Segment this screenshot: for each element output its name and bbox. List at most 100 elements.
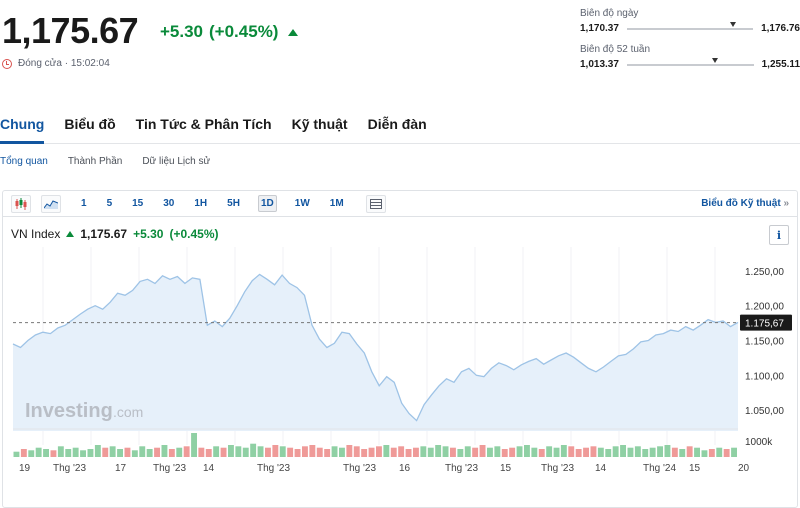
x-tick-label: 16 xyxy=(399,463,411,474)
week52-range: Biên độ 52 tuần 1,013.37 1,255.11 xyxy=(580,44,800,70)
volume-bar xyxy=(649,447,656,457)
area-chart-icon[interactable] xyxy=(41,194,61,213)
candlestick-icon[interactable] xyxy=(11,194,31,213)
price-line xyxy=(12,273,739,422)
legend-value: 1,175.67 xyxy=(80,227,128,241)
volume-bar xyxy=(50,450,57,457)
volume-bar xyxy=(708,449,715,457)
volume-bar xyxy=(20,449,27,457)
x-tick-label: 14 xyxy=(595,463,607,474)
volume-bar xyxy=(538,449,545,457)
investing-watermark-suffix: .com xyxy=(113,404,143,420)
volume-bar xyxy=(457,449,464,457)
volume-bar xyxy=(413,447,419,457)
volume-bar xyxy=(479,445,486,457)
subtab-historical-data[interactable]: Dữ liệu Lịch sử xyxy=(142,156,211,167)
current-price-badge xyxy=(740,314,792,331)
volume-bar xyxy=(420,446,427,457)
volume-bar xyxy=(205,449,212,457)
volume-bar xyxy=(339,447,345,457)
volume-bar xyxy=(80,450,86,457)
chart-panel: 1 5 15 30 1H 5H 1D 1W 1M Biểu đồ Kỹ thuậ… xyxy=(2,190,798,508)
tab-news-analysis[interactable]: Tin Tức & Phân Tích xyxy=(135,116,272,132)
period-15[interactable]: 15 xyxy=(132,198,144,209)
volume-bar xyxy=(43,449,49,457)
change-percent: (+0.45%) xyxy=(209,22,279,41)
tab-chart[interactable]: Biểu đồ xyxy=(64,116,116,132)
volume-bar xyxy=(634,446,641,457)
volume-bar xyxy=(279,446,286,457)
week52-range-bar xyxy=(626,57,754,66)
volume-bar xyxy=(405,449,412,457)
y-tick-label: 1.150,00 xyxy=(745,337,784,348)
volume-bar xyxy=(383,445,390,457)
volume-bar xyxy=(450,447,456,457)
volume-bar xyxy=(94,445,101,457)
volume-bar xyxy=(560,445,567,457)
period-1w[interactable]: 1W xyxy=(294,198,310,209)
x-tick-label: Thg '23 xyxy=(343,463,376,474)
period-1[interactable]: 1 xyxy=(81,198,87,209)
x-tick-label: 20 xyxy=(738,463,750,474)
volume-bar xyxy=(117,449,123,457)
volume-bar xyxy=(376,446,382,457)
chart-legend: VN Index 1,175.67 +5.30 (+0.45%) xyxy=(11,227,218,241)
period-5h[interactable]: 5H xyxy=(227,198,240,209)
tab-forum[interactable]: Diễn đàn xyxy=(367,116,427,132)
table-icon[interactable] xyxy=(365,194,386,213)
x-tick-label: 15 xyxy=(689,463,701,474)
volume-bar xyxy=(694,447,700,457)
volume-bar xyxy=(501,449,508,457)
technical-chart-link[interactable]: Biểu đồ Kỹ thuật » xyxy=(701,198,789,209)
volume-bar xyxy=(235,446,242,457)
volume-bar xyxy=(716,447,723,457)
subtab-summary[interactable]: Tổng quan xyxy=(0,156,48,167)
volume-bar xyxy=(679,449,686,457)
volume-bar xyxy=(627,447,634,457)
day-range-label: Biên độ ngày xyxy=(580,8,639,19)
volume-bar xyxy=(146,449,153,457)
volume-bar xyxy=(442,446,449,457)
period-1m[interactable]: 1M xyxy=(329,198,344,209)
volume-bar xyxy=(353,446,360,457)
volume-bar xyxy=(590,446,597,457)
volume-bar xyxy=(302,446,308,457)
price-area xyxy=(13,274,738,431)
volume-bar xyxy=(331,446,338,457)
volume-bar xyxy=(516,446,523,457)
volume-bar xyxy=(671,447,678,457)
subtab-components[interactable]: Thành Phần xyxy=(67,156,123,167)
volume-bar xyxy=(28,450,35,457)
info-icon[interactable]: i xyxy=(769,225,789,245)
price-chart[interactable]: 1.250,00 1.200,00 1.150,00 1.100,00 1.050,00… xyxy=(3,191,799,508)
x-tick-label: Thg '23 xyxy=(153,463,186,474)
volume-bar xyxy=(731,447,737,457)
volume-bar xyxy=(398,446,405,457)
volume-bar xyxy=(183,446,190,457)
tab-overview[interactable]: Chung xyxy=(0,114,45,144)
volume-bar xyxy=(265,447,271,457)
period-30[interactable]: 30 xyxy=(163,198,175,209)
volume-bar xyxy=(597,447,604,457)
volume-bar xyxy=(102,447,109,457)
legend-change: +5.30 xyxy=(133,227,164,241)
volume-bar xyxy=(575,449,582,457)
volume-bar xyxy=(220,447,227,457)
close-time: Đóng cửa · 15:02:04 xyxy=(18,58,110,69)
index-price: 1,175.67 xyxy=(2,10,139,51)
volume-bar xyxy=(642,449,649,457)
volume-bar xyxy=(316,447,323,457)
week52-range-label: Biên độ 52 tuần xyxy=(580,44,651,55)
volume-bar xyxy=(57,446,64,457)
tab-technical[interactable]: Kỹ thuật xyxy=(291,116,348,132)
x-tick-label: 14 xyxy=(203,463,215,474)
period-1d[interactable]: 1D xyxy=(257,195,277,212)
day-range-bar xyxy=(626,21,754,30)
volume-bar xyxy=(65,449,72,457)
period-5[interactable]: 5 xyxy=(106,198,113,209)
day-range-marker xyxy=(730,21,737,27)
volume-bar xyxy=(390,447,397,457)
period-1h[interactable]: 1H xyxy=(194,198,208,209)
volume-bar xyxy=(368,447,375,457)
x-tick-label: 15 xyxy=(500,463,512,474)
